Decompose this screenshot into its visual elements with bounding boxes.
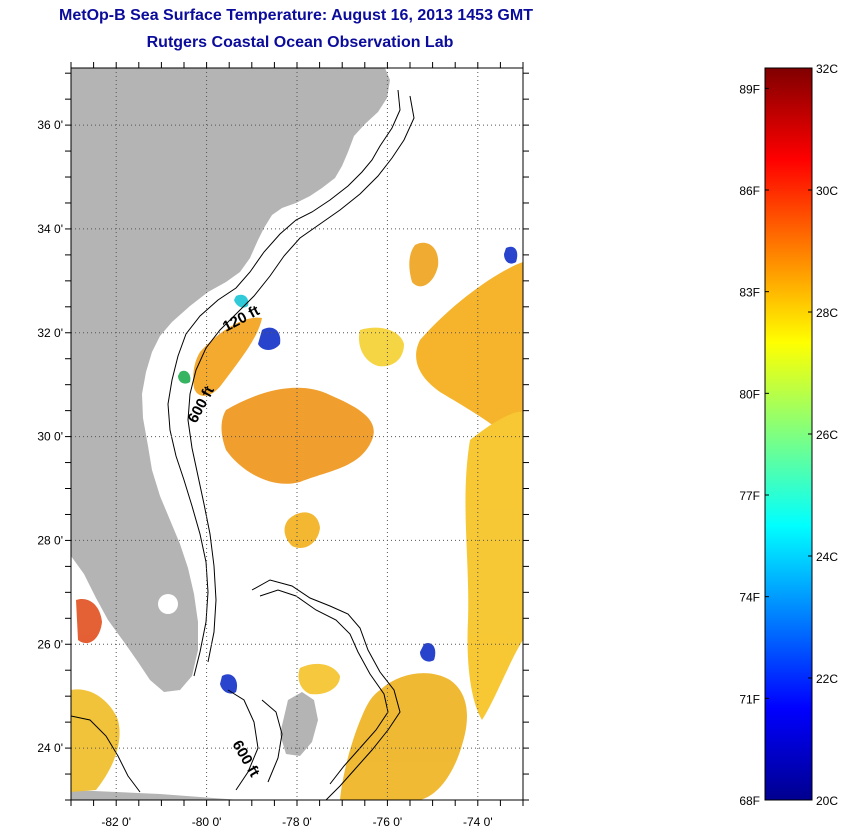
colorbar-f-label: 74F <box>739 591 760 605</box>
map-panel: 120 ft 600 ft 600 ft 36 0'34 0'32 0'30 0… <box>37 62 529 829</box>
colorbar-f-label: 71F <box>739 692 760 706</box>
lat-tick-label: 28 0' <box>37 533 63 547</box>
colorbar-c-label: 30C <box>816 184 838 198</box>
land-us-southeast <box>71 68 390 692</box>
lat-tick-label: 36 0' <box>37 118 63 132</box>
lon-tick-label: -78 0' <box>282 815 312 829</box>
lon-tick-label: -80 0' <box>192 815 222 829</box>
map-subtitle: Rutgers Coastal Ocean Observation Lab <box>146 34 454 51</box>
colorbar-c-label: 28C <box>816 306 838 320</box>
map-grid <box>71 68 523 800</box>
sst-patches <box>71 242 523 800</box>
lat-tick-label: 34 0' <box>37 222 63 236</box>
colorbar-f-label: 86F <box>739 184 760 198</box>
lat-tick-label: 30 0' <box>37 430 63 444</box>
land-cuba <box>71 790 240 800</box>
colorbar-f-label: 77F <box>739 489 760 503</box>
colorbar-gradient <box>764 67 813 801</box>
lat-tick-label: 26 0' <box>37 637 63 651</box>
colorbar-f-label: 83F <box>739 286 760 300</box>
colorbar-c-label: 20C <box>816 794 838 808</box>
colorbar-ticks: 32C 30C 28C 26C 24C 22C 20C 89F 86F 83F 80F 77F 74F 7… <box>739 62 838 808</box>
colorbar-c-label: 26C <box>816 428 838 442</box>
lat-tick-label: 24 0' <box>37 741 63 755</box>
colorbar: 32C 30C 28C 26C 24C 22C 20C 89F 86F 83F 80F 77F 74F 7… <box>739 62 838 808</box>
colorbar-c-label: 24C <box>816 550 838 564</box>
map-title: MetOp-B Sea Surface Temperature: August … <box>59 7 533 24</box>
lon-tick-label: -82 0' <box>101 815 131 829</box>
land-andros-island <box>280 692 318 756</box>
colorbar-c-label: 32C <box>816 62 838 76</box>
lon-tick-label: -76 0' <box>373 815 403 829</box>
map-ticks: 36 0' 34 0' 32 0' 30 0' 28 0' 26 0' 24 0' -82 0… <box>37 62 529 829</box>
colorbar-f-label: 68F <box>739 794 760 808</box>
bathymetry-contours <box>71 89 415 800</box>
colorbar-f-label: 89F <box>739 82 760 96</box>
lake-okeechobee <box>158 594 178 614</box>
colorbar-f-label: 80F <box>739 387 760 401</box>
colorbar-c-label: 22C <box>816 672 838 686</box>
lon-tick-label: -74 0' <box>463 815 493 829</box>
lat-tick-label: 32 0' <box>37 326 63 340</box>
